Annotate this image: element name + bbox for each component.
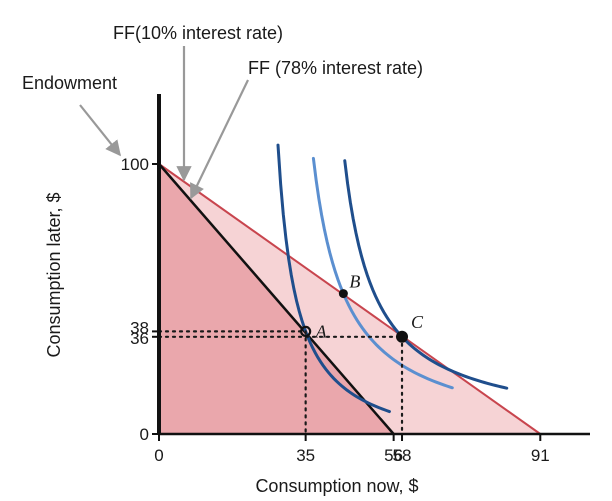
indifference-curve-a xyxy=(276,143,391,414)
x-tick-label: 58 xyxy=(393,446,412,465)
point-a-label: A xyxy=(315,321,328,341)
indifference-curve-c xyxy=(343,159,509,390)
indifference-curve-b xyxy=(311,156,454,390)
point-b-marker xyxy=(338,289,348,299)
annotation-endowment: Endowment xyxy=(22,73,117,93)
x-axis-title: Consumption now, $ xyxy=(255,476,418,496)
y-tick-label: 36 xyxy=(130,329,149,348)
y-tick-label: 38 xyxy=(130,318,149,337)
x-tick-label: 91 xyxy=(531,446,550,465)
y-axis-title: Consumption later, $ xyxy=(44,192,64,357)
point-c-label: C xyxy=(411,312,424,332)
point-b-label: B xyxy=(349,272,360,292)
budget-line-78-percent xyxy=(158,163,395,435)
arrow-endowment-icon xyxy=(79,104,121,157)
budget-line-10-percent xyxy=(158,163,541,435)
arrow-ff-78-percent-icon xyxy=(190,79,249,200)
y-tick-label: 0 xyxy=(140,425,149,444)
annotation-ff-10-percent: FF(10% interest rate) xyxy=(113,23,283,43)
point-c-marker xyxy=(396,330,409,343)
annotation-ff-78-percent: FF (78% interest rate) xyxy=(248,58,423,78)
y-tick-label: 100 xyxy=(121,155,149,174)
x-tick-label: 0 xyxy=(154,446,163,465)
x-tick-label: 35 xyxy=(296,446,315,465)
point-a-marker xyxy=(300,325,312,337)
x-tick-label: 56 xyxy=(384,446,403,465)
